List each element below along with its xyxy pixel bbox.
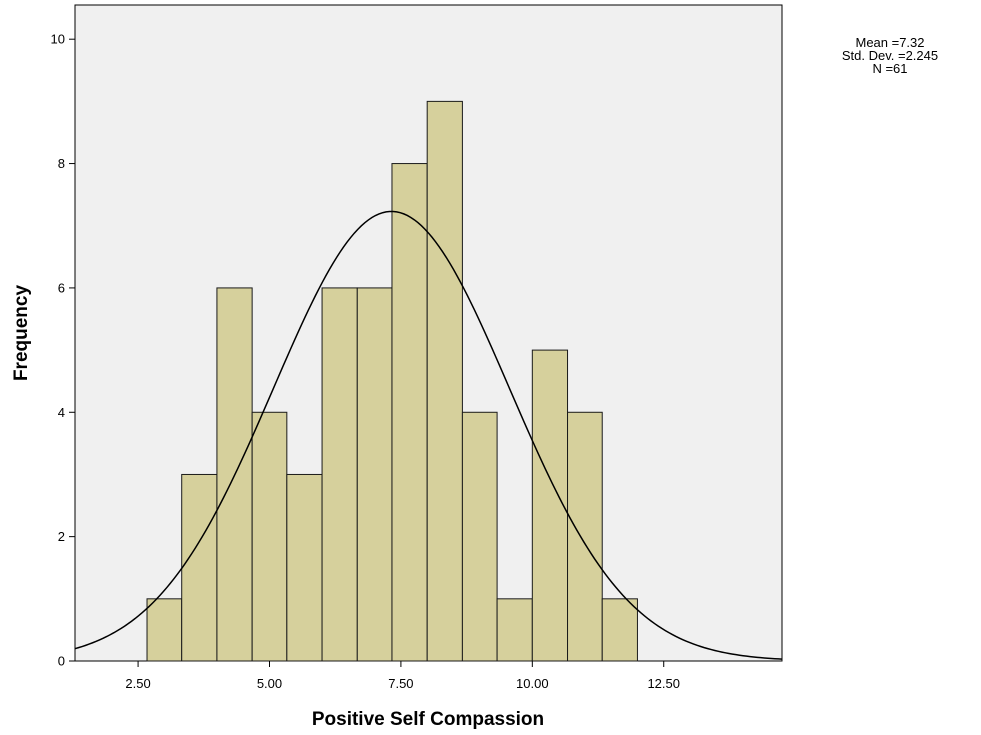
y-tick-label: 0 (58, 654, 65, 669)
y-axis: 0 2 4 6 8 10 (51, 32, 75, 669)
y-tick-label: 8 (58, 156, 65, 171)
x-tick-label: 5.00 (257, 676, 282, 691)
histogram-bar-13 (567, 411, 603, 662)
y-tick-label: 2 (58, 529, 65, 544)
bars-group (146, 100, 638, 662)
stats-n: N =61 (872, 61, 908, 76)
histogram-bar-10 (461, 411, 498, 662)
histogram-bar-11 (496, 598, 533, 662)
y-tick-label: 6 (58, 280, 65, 295)
x-tick-label: 7.50 (388, 676, 413, 691)
stats-box: Mean =7.32 Std. Dev. =2.245 N =61 (820, 36, 960, 75)
x-tick-label: 2.50 (125, 676, 150, 691)
stats-sd: Std. Dev. =2.245 (841, 48, 939, 63)
histogram-bar-2 (181, 473, 218, 662)
histogram-bar-5 (286, 473, 323, 662)
stats-mean: Mean =7.32 (855, 35, 925, 50)
histogram-bar-9 (426, 100, 463, 662)
x-tick-label: 10.00 (516, 676, 549, 691)
histogram-bar-1 (146, 598, 183, 662)
y-tick-label: 10 (51, 32, 65, 47)
x-axis: 2.50 5.00 7.50 10.00 12.50 (125, 661, 680, 691)
histogram-bar-14 (601, 598, 638, 662)
y-axis-title: Frequency (11, 285, 32, 382)
x-tick-label: 12.50 (647, 676, 680, 691)
histogram-bar-8 (391, 163, 428, 662)
histogram-bar-12 (531, 349, 569, 662)
histogram-bar-4 (251, 411, 288, 662)
x-axis-title: Positive Self Compassion (312, 709, 544, 730)
normal-curve (74, 210, 783, 660)
y-tick-label: 4 (58, 405, 65, 420)
histogram-bar-6 (321, 287, 358, 662)
histogram-bar-7 (356, 287, 393, 662)
